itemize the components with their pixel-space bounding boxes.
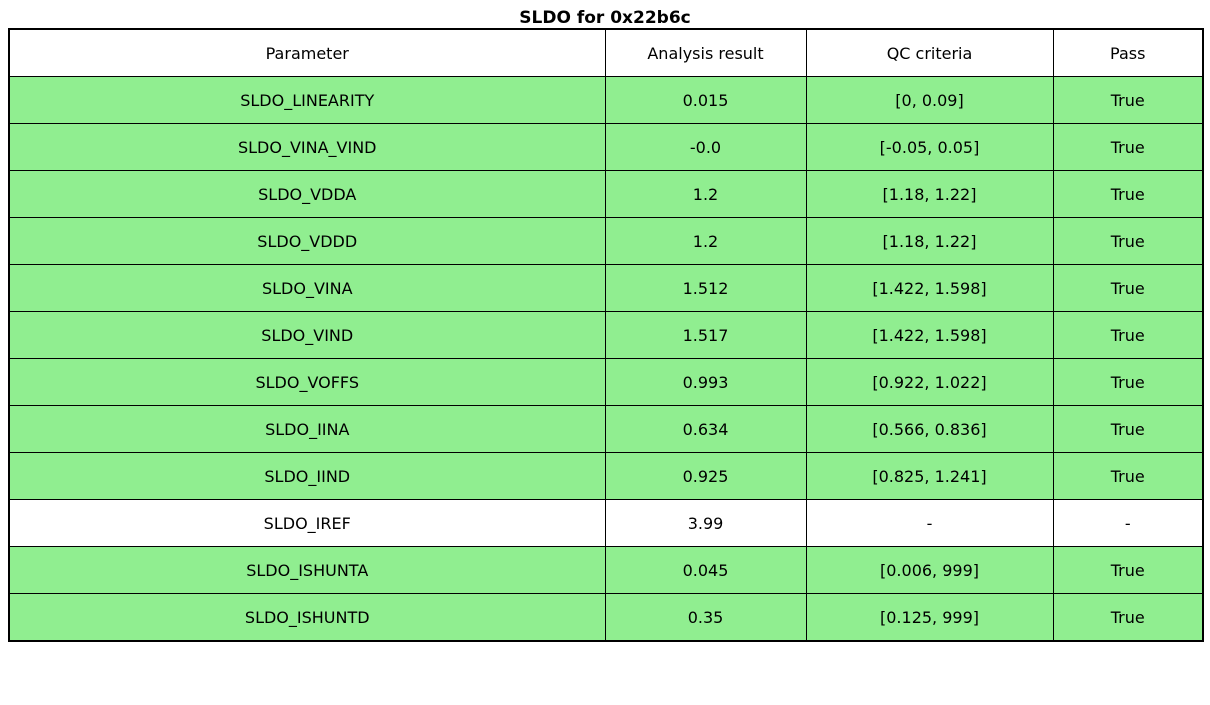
qc-criteria-cell: [0.825, 1.241] [805, 452, 1054, 500]
column-header-analysis-result: Analysis result [604, 28, 807, 77]
table-row: SLDO_IINA 0.634 [0.566, 0.836] True [8, 405, 1204, 453]
pass-cell: True [1052, 358, 1204, 406]
parameter-cell: SLDO_IREF [8, 499, 606, 547]
table-row: SLDO_LINEARITY 0.015 [0, 0.09] True [8, 76, 1204, 124]
table-row: SLDO_VDDA 1.2 [1.18, 1.22] True [8, 170, 1204, 218]
parameter-cell: SLDO_VINA_VIND [8, 123, 606, 171]
qc-criteria-cell: [0.125, 999] [805, 593, 1054, 642]
qc-criteria-cell: [1.422, 1.598] [805, 311, 1054, 359]
header-row: Parameter Analysis result QC criteria Pa… [8, 28, 1204, 77]
analysis-result-cell: 1.517 [604, 311, 807, 359]
column-header-qc-criteria: QC criteria [805, 28, 1054, 77]
pass-cell: True [1052, 593, 1204, 642]
table-row: SLDO_VOFFS 0.993 [0.922, 1.022] True [8, 358, 1204, 406]
pass-cell: True [1052, 76, 1204, 124]
parameter-cell: SLDO_ISHUNTD [8, 593, 606, 642]
table-row: SLDO_VIND 1.517 [1.422, 1.598] True [8, 311, 1204, 359]
qc-criteria-cell: [0, 0.09] [805, 76, 1054, 124]
pass-cell: True [1052, 311, 1204, 359]
table-row: SLDO_ISHUNTA 0.045 [0.006, 999] True [8, 546, 1204, 594]
analysis-result-cell: 1.2 [604, 217, 807, 265]
qc-criteria-cell: [1.18, 1.22] [805, 217, 1054, 265]
analysis-result-cell: 0.993 [604, 358, 807, 406]
table-row: SLDO_VDDD 1.2 [1.18, 1.22] True [8, 217, 1204, 265]
analysis-result-cell: 0.634 [604, 405, 807, 453]
table-row: SLDO_ISHUNTD 0.35 [0.125, 999] True [8, 593, 1204, 642]
table-row: SLDO_IIND 0.925 [0.825, 1.241] True [8, 452, 1204, 500]
table-row: SLDO_VINA 1.512 [1.422, 1.598] True [8, 264, 1204, 312]
qc-table-body: SLDO_LINEARITY 0.015 [0, 0.09] True SLDO_VIN… [8, 76, 1204, 642]
analysis-result-cell: 0.015 [604, 76, 807, 124]
pass-cell: True [1052, 405, 1204, 453]
analysis-result-cell: 0.045 [604, 546, 807, 594]
pass-cell: True [1052, 123, 1204, 171]
qc-criteria-cell: [1.422, 1.598] [805, 264, 1054, 312]
analysis-result-cell: 1.512 [604, 264, 807, 312]
qc-criteria-cell: [0.006, 999] [805, 546, 1054, 594]
parameter-cell: SLDO_VDDD [8, 217, 606, 265]
pass-cell: True [1052, 452, 1204, 500]
qc-criteria-cell: [0.566, 0.836] [805, 405, 1054, 453]
qc-table: Parameter Analysis result QC criteria Pa… [8, 28, 1204, 642]
parameter-cell: SLDO_LINEARITY [8, 76, 606, 124]
pass-cell: True [1052, 217, 1204, 265]
analysis-result-cell: 1.2 [604, 170, 807, 218]
column-header-parameter: Parameter [8, 28, 606, 77]
qc-criteria-cell: [0.922, 1.022] [805, 358, 1054, 406]
table-row: SLDO_IREF 3.99- - [8, 499, 1204, 547]
analysis-result-cell: -0.0 [604, 123, 807, 171]
analysis-result-cell: 3.99 [604, 499, 807, 547]
pass-cell: - [1052, 499, 1204, 547]
parameter-cell: SLDO_IIND [8, 452, 606, 500]
pass-cell: True [1052, 170, 1204, 218]
parameter-cell: SLDO_VIND [8, 311, 606, 359]
pass-cell: True [1052, 264, 1204, 312]
parameter-cell: SLDO_VOFFS [8, 358, 606, 406]
parameter-cell: SLDO_VDDA [8, 170, 606, 218]
qc-criteria-cell: [1.18, 1.22] [805, 170, 1054, 218]
parameter-cell: SLDO_IINA [8, 405, 606, 453]
pass-cell: True [1052, 546, 1204, 594]
qc-criteria-cell: - [805, 499, 1054, 547]
analysis-result-cell: 0.925 [604, 452, 807, 500]
parameter-cell: SLDO_VINA [8, 264, 606, 312]
qc-table-header: Parameter Analysis result QC criteria Pa… [8, 28, 1204, 77]
qc-criteria-cell: [-0.05, 0.05] [805, 123, 1054, 171]
column-header-pass: Pass [1052, 28, 1204, 77]
table-row: SLDO_VINA_VIND -0.0 [-0.05, 0.05] True [8, 123, 1204, 171]
parameter-cell: SLDO_ISHUNTA [8, 546, 606, 594]
table-title: SLDO for 0x22b6c [519, 8, 691, 28]
analysis-result-cell: 0.35 [604, 593, 807, 642]
